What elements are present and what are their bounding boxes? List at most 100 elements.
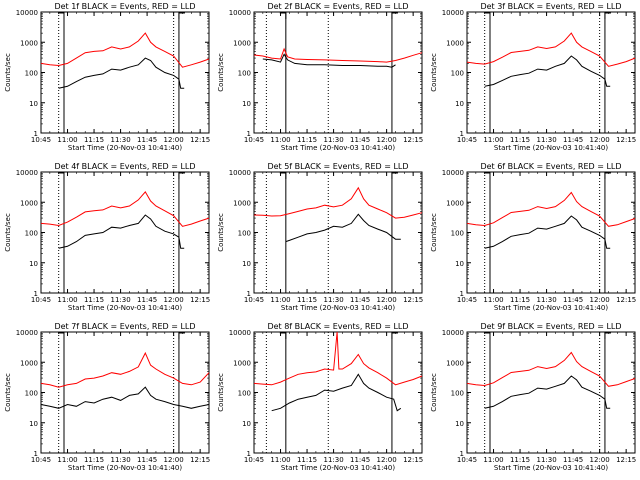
y-tick-label: 100 (25, 70, 38, 78)
x-tick-label: 12:15 (190, 456, 210, 464)
x-tick-label: 11:30 (536, 136, 556, 144)
y-tick-label: 1 (460, 130, 464, 138)
x-tick-label: 12:00 (377, 456, 397, 464)
y-tick-label: 10000 (442, 169, 464, 177)
x-axis-label: Start Time (20-Nov-03 10:41:40) (68, 464, 182, 472)
plot-frame (466, 171, 636, 294)
interval-bracket (391, 12, 398, 19)
panel-title: Det 3f BLACK = Events, RED = LLD (480, 2, 621, 11)
x-tick-label: 10:45 (457, 456, 477, 464)
x-tick-label: 11:00 (483, 296, 503, 304)
y-tick-label: 1000 (20, 199, 38, 207)
y-tick-label: 10 (242, 100, 251, 108)
lld-series-line (466, 191, 636, 227)
y-tick-label: 1000 (446, 199, 464, 207)
x-tick-label: 11:15 (84, 296, 104, 304)
interval-bracket (57, 12, 65, 19)
interval-bracket (483, 12, 491, 19)
y-tick-label: 10 (455, 260, 464, 268)
x-tick-label: 11:30 (110, 456, 130, 464)
detector-panel: Det 2f BLACK = Events, RED = LLD 1 10 100 10… (217, 2, 423, 152)
x-tick-label: 11:00 (483, 136, 503, 144)
y-tick-label: 1000 (233, 199, 251, 207)
x-tick-label: 11:15 (297, 456, 317, 464)
y-axis-label: Counts/sec (430, 53, 438, 92)
x-tick-label: 11:45 (350, 296, 370, 304)
x-tick-label: 12:00 (164, 456, 184, 464)
x-tick-label: 10:45 (457, 136, 477, 144)
plot-frame (253, 11, 423, 134)
events-series-line (285, 213, 401, 243)
lld-series-line (40, 351, 210, 388)
y-tick-label: 10 (242, 420, 251, 428)
x-tick-label: 10:45 (244, 456, 264, 464)
y-tick-label: 10 (242, 260, 251, 268)
y-tick-label: 100 (238, 230, 251, 238)
lld-series-line (253, 186, 423, 219)
x-axis-label: Start Time (20-Nov-03 10:41:40) (68, 304, 182, 312)
y-tick-label: 1000 (20, 39, 38, 47)
x-tick-label: 11:30 (536, 296, 556, 304)
lld-series-line (40, 32, 210, 68)
x-tick-label: 10:45 (31, 296, 51, 304)
x-tick-label: 11:45 (350, 456, 370, 464)
x-tick-label: 11:45 (137, 136, 157, 144)
lld-series-line (466, 32, 636, 67)
interval-bracket (279, 12, 287, 19)
interval-bracket (483, 332, 491, 339)
y-tick-label: 1 (460, 450, 464, 458)
y-tick-label: 100 (451, 70, 464, 78)
x-tick-label: 11:15 (84, 456, 104, 464)
events-series-line (58, 214, 185, 249)
x-tick-label: 11:45 (563, 456, 583, 464)
interval-bracket (57, 332, 65, 339)
plot-frame (40, 171, 210, 294)
panel-title: Det 6f BLACK = Events, RED = LLD (480, 162, 621, 171)
interval-bracket (57, 172, 65, 179)
panel-title: Det 7f BLACK = Events, RED = LLD (54, 322, 195, 331)
x-tick-label: 11:30 (323, 456, 343, 464)
y-tick-label: 1 (34, 290, 38, 298)
y-tick-label: 10 (29, 100, 38, 108)
plot-frame (466, 11, 636, 134)
lld-series-line (253, 331, 423, 386)
x-tick-label: 12:00 (377, 296, 397, 304)
y-tick-label: 100 (25, 390, 38, 398)
x-tick-label: 11:00 (270, 136, 290, 144)
x-tick-label: 12:00 (590, 296, 610, 304)
y-tick-label: 1 (34, 450, 38, 458)
plot-frame (40, 11, 210, 134)
y-tick-label: 1 (460, 290, 464, 298)
lld-series-line (253, 47, 423, 63)
interval-bracket (604, 12, 611, 19)
x-tick-label: 11:00 (57, 456, 77, 464)
x-tick-label: 12:15 (403, 456, 423, 464)
y-tick-label: 1000 (233, 359, 251, 367)
interval-bracket (604, 172, 611, 179)
interval-bracket (178, 172, 185, 179)
y-tick-label: 1 (247, 130, 251, 138)
x-tick-label: 12:15 (616, 136, 636, 144)
plot-frame (466, 331, 636, 454)
x-axis-label: Start Time (20-Nov-03 10:41:40) (281, 464, 395, 472)
x-tick-label: 11:15 (84, 136, 104, 144)
x-tick-label: 12:15 (616, 456, 636, 464)
y-tick-label: 10000 (16, 9, 38, 17)
x-tick-label: 12:00 (164, 296, 184, 304)
x-tick-label: 11:45 (563, 296, 583, 304)
y-tick-label: 10000 (229, 9, 251, 17)
y-tick-label: 10000 (442, 9, 464, 17)
x-tick-label: 11:00 (270, 296, 290, 304)
y-axis-label: Counts/sec (217, 213, 225, 252)
y-tick-label: 100 (238, 70, 251, 78)
interval-bracket (391, 332, 398, 339)
x-tick-label: 11:15 (297, 136, 317, 144)
events-series-line (484, 55, 611, 87)
y-tick-label: 100 (25, 230, 38, 238)
x-tick-label: 11:45 (350, 136, 370, 144)
detector-panel: Det 1f BLACK = Events, RED = LLD 1 10 100 10… (4, 2, 210, 152)
y-tick-label: 100 (451, 230, 464, 238)
detector-panel: Det 5f BLACK = Events, RED = LLD 1 10 100 10… (217, 162, 423, 312)
y-axis-label: Counts/sec (4, 373, 12, 412)
